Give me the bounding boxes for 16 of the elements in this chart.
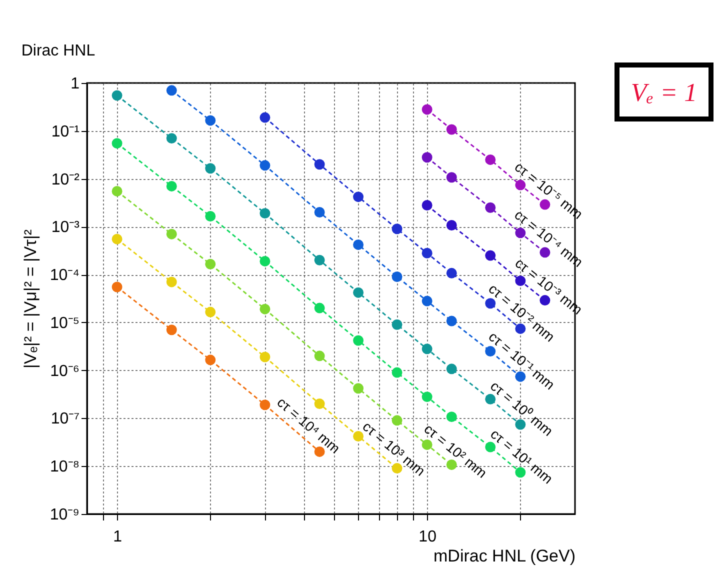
chart-title: Dirac HNL [21,42,96,60]
y-tick-label: 10⁻⁴ [50,267,80,284]
y-tick-label: 1 [70,76,80,92]
text: cτ = 10⁴ mm [274,394,344,456]
y-axis-title: |Vₑ|² = |Vμ|² = |Vτ|² [20,229,40,369]
y-tick-label: 10⁻¹ [51,123,80,140]
y-tick-label: 10⁻² [51,171,80,188]
x-axis-title: mDirac HNL (GeV) [434,546,576,566]
y-tick-label: 10⁻⁶ [50,362,80,380]
y-tick-label: 10⁻⁷ [50,410,80,428]
y-tick-label: 10⁻⁸ [50,458,80,476]
x-tick-label: 10 [418,528,437,546]
y-tick-label: 10⁻³ [51,219,80,236]
y-tick-label: 10⁻⁵ [50,314,80,332]
text: Vₑ = 1 [630,78,698,107]
y-tick-label: 10⁻⁹ [50,506,80,524]
